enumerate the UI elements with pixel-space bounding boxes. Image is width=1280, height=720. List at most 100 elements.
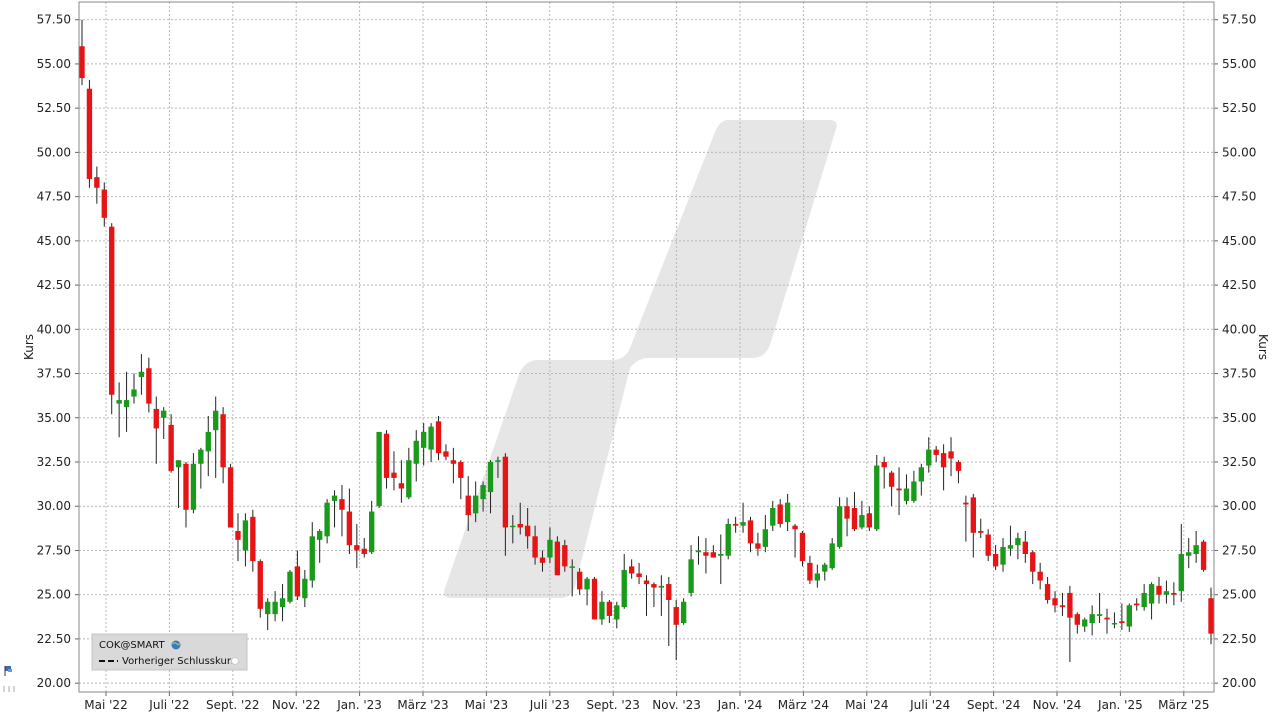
candle-body-down [383, 433, 390, 478]
candle-body-up [1148, 584, 1155, 604]
candle-body-up [725, 523, 731, 556]
candle-body-up [658, 585, 665, 588]
candle-body-down [807, 562, 813, 581]
candle-body-down [391, 472, 397, 478]
y-tick-label-left: 47.50 [37, 190, 71, 204]
candle-body-up [1126, 605, 1132, 627]
legend-box [91, 633, 248, 671]
candle-body-down [524, 525, 531, 537]
candle-body-down [703, 552, 709, 556]
candle-body-down [450, 460, 457, 464]
candle-body-down [1037, 571, 1043, 581]
y-tick-label-left: 30.00 [37, 499, 71, 513]
candle-body-up [116, 400, 122, 404]
y-axis-title-right: Kurs [1256, 334, 1270, 360]
candle-body-down [435, 421, 442, 454]
y-tick-label-right: 20.00 [1222, 676, 1256, 690]
x-tick-label: März '25 [1158, 698, 1209, 712]
candle-body-down [398, 483, 405, 489]
candle-body-down [1030, 552, 1036, 572]
candle-body-down [86, 88, 93, 179]
candle-body-up [859, 515, 865, 528]
plot-frame [78, 1, 1215, 693]
candle-body-up [317, 531, 323, 540]
y-axis-left: 20.00 22.50 25.00 27.50 30.00 32.50 35.00 37.50… [37, 13, 79, 690]
candle-body-up [265, 601, 271, 615]
candle-body-up [770, 508, 776, 526]
candle-body-up [688, 559, 694, 593]
candle-body-up [1111, 623, 1118, 625]
candle-body-down [554, 541, 561, 576]
x-tick-label: Jan. '24 [717, 698, 763, 712]
y-tick-label-left: 27.50 [37, 543, 71, 557]
x-tick-label: Nov. '23 [652, 698, 701, 712]
candle-body-down [1074, 614, 1080, 625]
x-tick-label: Jan. '23 [336, 698, 382, 712]
candle-body-down [361, 548, 367, 554]
resize-grip-icon[interactable] [3, 686, 15, 692]
candle-body-down [458, 462, 464, 478]
candle-body-up [784, 502, 791, 523]
candle-body-down [940, 453, 947, 468]
candle-body-up [175, 460, 182, 468]
x-tick-label: Juli '23 [529, 698, 570, 712]
candle-body-up [302, 578, 308, 599]
candle-body-up [213, 410, 219, 431]
candle-body-up [131, 389, 137, 397]
candle-body-down [443, 451, 449, 457]
candle-body-up [123, 400, 130, 408]
candle-body-down [1134, 603, 1140, 606]
candle-body-down [792, 525, 798, 530]
candle-body-down [101, 189, 107, 218]
y-tick-label-right: 27.50 [1222, 543, 1256, 557]
candle-body-down [896, 488, 902, 491]
x-tick-label: März '23 [397, 698, 448, 712]
candle-body-down [517, 523, 523, 528]
candle-body-down [339, 499, 345, 510]
candle-body-down [881, 462, 887, 468]
candle-body-down [636, 573, 642, 577]
candle-body-up [1186, 552, 1192, 556]
candle-body-up [547, 539, 553, 558]
candle-body-down [933, 449, 939, 455]
candle-body-up [814, 573, 821, 581]
candle-body-up [495, 460, 501, 462]
candle-body-up [487, 462, 494, 493]
candle-body-up [1096, 614, 1103, 616]
candle-body-down [1156, 585, 1162, 595]
y-tick-label-left: 40.00 [37, 322, 71, 336]
candle-body-down [777, 504, 783, 524]
candle-body-up [1000, 546, 1006, 565]
candle-body-up [406, 460, 412, 498]
candle-body-up [1089, 614, 1095, 623]
candle-body-down [1104, 617, 1110, 620]
candle-body-down [502, 456, 509, 528]
candle-body-down [799, 532, 806, 562]
candle-body-up [272, 601, 278, 615]
candle-body-up [740, 522, 746, 526]
candle-body-down [1171, 592, 1177, 595]
candle-body-up [695, 550, 702, 553]
candle-body-down [666, 584, 672, 600]
legend-symbol: COK@SMART [99, 640, 165, 651]
candle-body-down [606, 601, 613, 616]
x-tick-label: Mai '22 [84, 698, 127, 712]
x-tick-label: Sept. '23 [586, 698, 640, 712]
candle-body-down [992, 554, 999, 567]
candle-body-up [836, 506, 843, 547]
candle-body-up [874, 465, 880, 530]
x-tick-label: März '24 [778, 698, 829, 712]
candle-body-down [1044, 584, 1051, 600]
candle-body-up [1193, 545, 1199, 554]
candle-body-up [287, 571, 293, 602]
candle-body-up [190, 463, 197, 510]
y-tick-label-left: 20.00 [37, 676, 71, 690]
y-tick-label-right: 52.50 [1222, 101, 1256, 115]
y-tick-label-left: 52.50 [37, 101, 71, 115]
y-tick-label-right: 22.50 [1222, 632, 1256, 646]
candle-body-up [1015, 538, 1021, 546]
x-tick-label: Mai '24 [845, 698, 888, 712]
candle-body-down [844, 506, 850, 519]
candle-body-up [242, 520, 249, 551]
candle-body-up [324, 502, 330, 537]
